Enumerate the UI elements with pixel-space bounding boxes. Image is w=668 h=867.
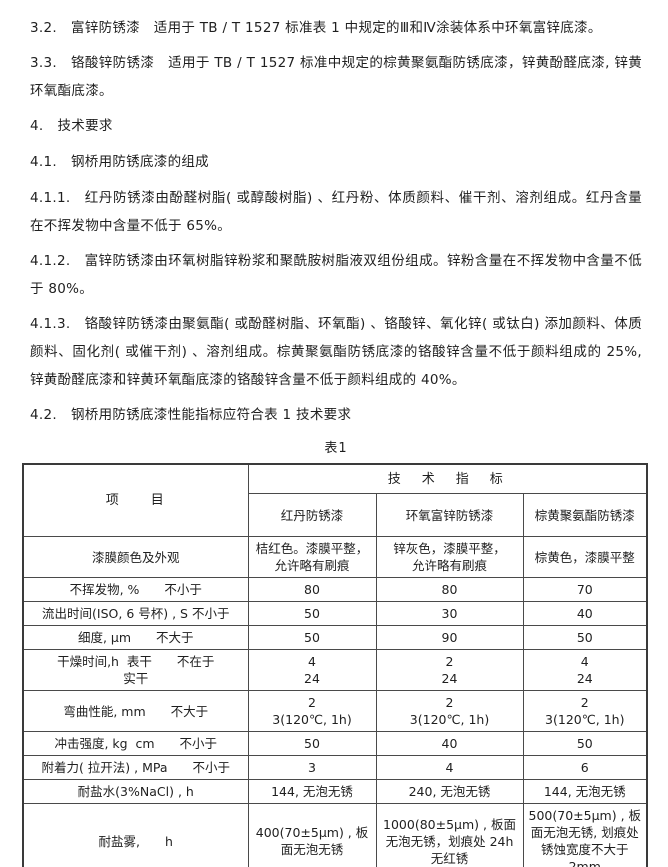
row-label: 流出时间(ISO, 6 号杯) , S 不小于	[22, 601, 249, 626]
table-row: 附着力( 拉开法) , MPa 不小于 3 4 6	[22, 755, 648, 780]
clause-text: 红丹防锈漆由酚醛树脂( 或醇酸树脂) 、红丹粉、体质颜料、催干剂、溶剂组成。红丹…	[30, 190, 642, 234]
header-col-red-lead: 红丹防锈漆	[247, 493, 377, 537]
row-label: 耐盐水(3%NaCl) , h	[22, 779, 249, 804]
table-cell: 70	[522, 577, 648, 602]
header-item-cell: 项 目	[22, 463, 249, 537]
clause-text: 富锌防锈漆由环氧树脂锌粉浆和聚酰胺树脂液双组份组成。锌粉含量在不挥发物中含量不低…	[30, 253, 642, 297]
table-cell: 棕黄色，漆膜平整	[522, 536, 648, 578]
clause-number: 4.1.2.	[30, 253, 71, 269]
table-cell: 2 24	[375, 649, 524, 691]
table-cell: 50	[247, 601, 377, 626]
clause-number: 4.1.3.	[30, 316, 71, 332]
clause-text: 钢桥用防锈底漆性能指标应符合表 1 技术要求	[70, 407, 352, 423]
clause-text: 富锌防锈漆 适用于 TB / T 1527 标准表 1 中规定的Ⅲ和Ⅳ涂装体系中…	[70, 20, 602, 36]
table-row: 不挥发物, % 不小于 80 80 70	[22, 577, 648, 602]
table-cell: 50	[247, 731, 377, 756]
table-cell: 50	[247, 625, 377, 650]
table-row: 细度, μm 不大于 50 90 50	[22, 625, 648, 650]
table-cell: 40	[522, 601, 648, 626]
table-cell: 90	[375, 625, 524, 650]
table-row: 冲击强度, kg cm 不小于 50 40 50	[22, 731, 648, 756]
clause-text: 铬酸锌防锈漆由聚氨酯( 或酚醛树脂、环氧酯) 、铬酸锌、氧化锌( 或钛白) 添加…	[30, 316, 647, 388]
spec-table: 项 目 技 术 指 标 红丹防锈漆 环氧富锌防锈漆 棕黄聚氨酯防锈漆 漆膜颜色及…	[22, 463, 649, 867]
clause-text: 技术要求	[57, 118, 113, 134]
clause-number: 4.	[30, 118, 44, 134]
paragraph-4-1-3: 4.1.3. 铬酸锌防锈漆由聚氨酯( 或酚醛树脂、环氧酯) 、铬酸锌、氧化锌( 或…	[30, 310, 642, 394]
table-cell: 30	[375, 601, 524, 626]
table-cell: 50	[522, 731, 648, 756]
row-label: 细度, μm 不大于	[22, 625, 249, 650]
row-label: 干燥时间,h 表干 不在于 实干	[22, 649, 249, 691]
table-cell: 4 24	[247, 649, 377, 691]
table-cell: 40	[375, 731, 524, 756]
row-label: 冲击强度, kg cm 不小于	[22, 731, 249, 756]
row-label: 耐盐雾, h	[22, 803, 249, 867]
table-row: 流出时间(ISO, 6 号杯) , S 不小于 50 30 40	[22, 601, 648, 626]
row-label: 漆膜颜色及外观	[22, 536, 249, 578]
table-header-row-1: 项 目 技 术 指 标	[22, 463, 648, 537]
table-cell: 2 3(120℃, 1h)	[522, 690, 648, 732]
table-caption: 表1	[324, 441, 348, 456]
heading-4-1: 4.1. 钢桥用防锈底漆的组成	[30, 148, 642, 176]
table-cell: 50	[522, 625, 648, 650]
clause-number: 4.1.	[30, 154, 57, 170]
row-label: 附着力( 拉开法) , MPa 不小于	[22, 755, 249, 780]
table-cell: 6	[522, 755, 648, 780]
spec-table-body: 漆膜颜色及外观 桔红色。漆膜平整， 允许略有刷痕 锌灰色，漆膜平整， 允许略有刷痕棕…	[22, 536, 648, 867]
paragraph-4-2: 4.2. 钢桥用防锈底漆性能指标应符合表 1 技术要求	[30, 401, 642, 429]
clause-number: 3.3.	[30, 55, 57, 71]
table-row: 漆膜颜色及外观 桔红色。漆膜平整， 允许略有刷痕 锌灰色，漆膜平整， 允许略有刷痕棕…	[22, 536, 648, 578]
table-cell: 80	[247, 577, 377, 602]
table-cell: 500(70±5μm) , 板面无泡无锈, 划痕处锈蚀宽度不大于 2mm	[522, 803, 648, 867]
header-col-epoxy-zinc: 环氧富锌防锈漆	[375, 493, 524, 537]
table-row: 干燥时间,h 表干 不在于 实干 4 24 2 24 4 24	[22, 649, 648, 691]
table-row: 耐盐雾, h 400(70±5μm) , 板面无泡无锈 1000(80±5μm) ,…	[22, 803, 648, 867]
clause-text: 钢桥用防锈底漆的组成	[70, 154, 209, 170]
header-col-polyurethane: 棕黄聚氨酯防锈漆	[522, 493, 648, 537]
table-cell: 3	[247, 755, 377, 780]
table-cell: 144, 无泡无锈	[522, 779, 648, 804]
table-cell: 400(70±5μm) , 板面无泡无锈	[247, 803, 377, 867]
clause-number: 3.2.	[30, 20, 57, 36]
row-label: 不挥发物, % 不小于	[22, 577, 249, 602]
table-cell: 4	[375, 755, 524, 780]
header-group-cell: 技 术 指 标	[247, 463, 648, 494]
clause-number: 4.1.1.	[30, 190, 71, 206]
table-header-row-2: 红丹防锈漆 环氧富锌防锈漆 棕黄聚氨酯防锈漆	[23, 493, 648, 537]
clause-number: 4.2.	[30, 407, 57, 423]
table-cell: 锌灰色，漆膜平整， 允许略有刷痕	[375, 536, 524, 578]
table-cell: 2 3(120℃, 1h)	[375, 690, 524, 732]
row-label: 弯曲性能, mm 不大于	[22, 690, 249, 732]
table-cell: 桔红色。漆膜平整， 允许略有刷痕	[247, 536, 377, 578]
table-cell: 240, 无泡无锈	[375, 779, 524, 804]
table-cell: 4 24	[522, 649, 648, 691]
table-cell: 2 3(120℃, 1h)	[247, 690, 377, 732]
paragraph-4-1-2: 4.1.2. 富锌防锈漆由环氧树脂锌粉浆和聚酰胺树脂液双组份组成。锌粉含量在不挥发…	[30, 247, 642, 303]
table-row: 耐盐水(3%NaCl) , h 144, 无泡无锈 240, 无泡无锈 144, 无泡…	[22, 779, 648, 804]
paragraph-3-3: 3.3. 铬酸锌防锈漆 适用于 TB / T 1527 标准中规定的棕黄聚氨酯防锈…	[30, 49, 642, 105]
table-cell: 80	[375, 577, 524, 602]
table-cell: 1000(80±5μm) , 板面无泡无锈，划痕处 24h 无红锈	[375, 803, 524, 867]
clause-text: 铬酸锌防锈漆 适用于 TB / T 1527 标准中规定的棕黄聚氨酯防锈底漆，锌…	[30, 55, 642, 99]
table-row: 弯曲性能, mm 不大于 2 3(120℃, 1h) 2 3(120℃, 1h) 2 …	[22, 690, 648, 732]
paragraph-3-2: 3.2. 富锌防锈漆 适用于 TB / T 1527 标准表 1 中规定的Ⅲ和Ⅳ涂…	[30, 14, 642, 42]
table-cell: 144, 无泡无锈	[247, 779, 377, 804]
paragraph-4-1-1: 4.1.1. 红丹防锈漆由酚醛树脂( 或醇酸树脂) 、红丹粉、体质颜料、催干剂、溶…	[30, 184, 642, 240]
heading-4: 4. 技术要求	[30, 112, 642, 140]
